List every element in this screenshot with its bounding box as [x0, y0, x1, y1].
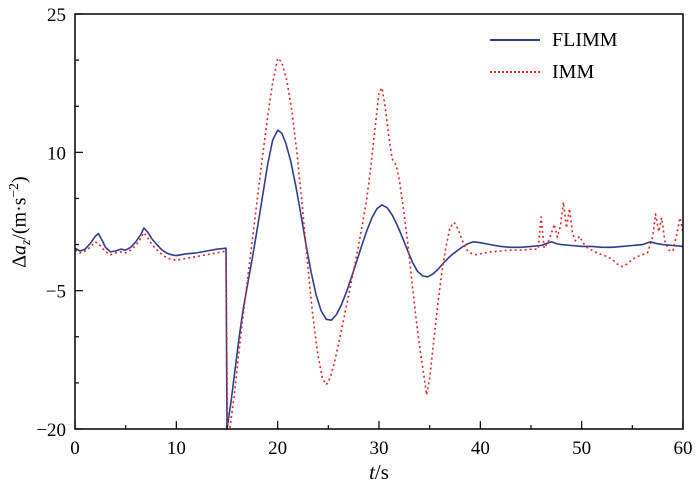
x-tick-label: 50 [572, 438, 591, 459]
y-axis-label-delta: Δ [8, 255, 31, 268]
x-axis-label-var: t [369, 460, 375, 484]
series-flimm [74, 129, 684, 430]
y-axis-label-sub: z [18, 239, 34, 245]
legend-line-imm [490, 71, 540, 73]
x-tick-label: 0 [70, 438, 80, 459]
y-tick-label: −5 [46, 282, 66, 303]
x-axis-label-unit: /s [374, 460, 389, 484]
legend-item-imm: IMM [490, 62, 618, 82]
y-axis-label-var: a [8, 245, 31, 255]
legend: FLIMM IMM [490, 30, 618, 82]
legend-label-imm: IMM [552, 61, 595, 83]
x-tick-label: 40 [471, 438, 490, 459]
y-axis-label-unit: /(m·s [8, 197, 31, 240]
y-tick-label: 10 [47, 143, 66, 164]
legend-label-flimm: FLIMM [552, 29, 618, 51]
y-tick-label: −20 [36, 420, 66, 441]
y-tick-label: 25 [47, 5, 66, 26]
x-axis-label: t/s [75, 460, 683, 485]
x-tick-label: 10 [167, 438, 186, 459]
x-tick-label: 20 [268, 438, 287, 459]
x-tick-label: 30 [370, 438, 389, 459]
y-axis-label: Δaz/(m·s−2) [6, 112, 34, 332]
legend-line-flimm [490, 39, 540, 41]
x-tick-label: 60 [674, 438, 693, 459]
legend-item-flimm: FLIMM [490, 30, 618, 50]
y-axis-label-close: ) [8, 176, 31, 184]
y-axis-label-sup: −2 [5, 183, 21, 198]
series-imm [74, 57, 684, 428]
